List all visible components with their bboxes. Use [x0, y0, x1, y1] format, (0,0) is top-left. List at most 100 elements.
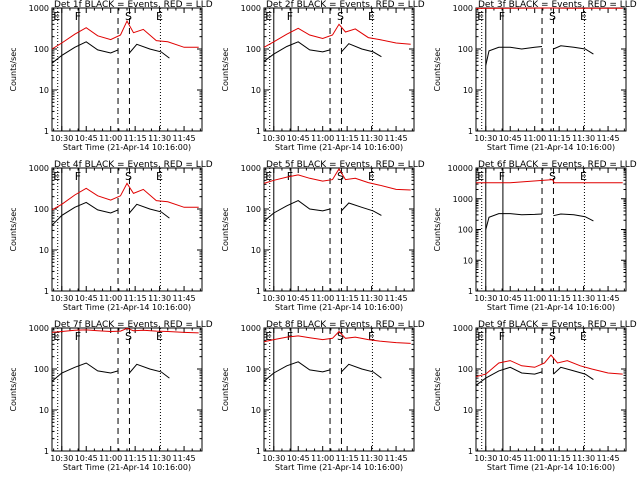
series-line: [51, 201, 119, 226]
event-marker-label: E: [53, 170, 60, 183]
y-tick-label: 1: [468, 287, 473, 296]
event-marker-label: E: [265, 170, 272, 183]
x-tick-label: 11:45: [173, 134, 196, 143]
event-marker-label: E: [580, 170, 587, 183]
event-marker-label: E: [580, 330, 587, 343]
plot-title: Det 5f BLACK = Events, RED = LLD: [266, 160, 425, 170]
x-tick-label: 10:45: [75, 454, 98, 463]
x-tick-label: 10:30: [50, 454, 73, 463]
series-line: [263, 167, 411, 191]
y-tick-label: 1: [44, 447, 49, 456]
x-tick-label: 11:00: [99, 134, 122, 143]
event-marker-label: F: [499, 10, 505, 23]
y-axis-label: Counts/sec: [433, 207, 442, 251]
plot-frame: [475, 327, 627, 452]
x-tick-label: 11:30: [360, 134, 383, 143]
event-marker-label: E: [580, 10, 587, 23]
series-line: [553, 366, 594, 381]
y-tick-label: 1000: [453, 4, 473, 13]
event-marker-label: S: [549, 330, 556, 343]
x-tick-label: 10:45: [499, 294, 522, 303]
y-axis-label: Counts/sec: [433, 47, 442, 91]
event-marker-label: E: [156, 330, 163, 343]
x-tick-label: 11:00: [311, 134, 334, 143]
x-axis-label: Start Time (21-Apr-14 10:16:00): [275, 303, 403, 312]
series-line: [553, 213, 594, 222]
series-line: [476, 179, 623, 184]
y-tick-label: 100: [246, 45, 261, 54]
y-tick-label: 10: [463, 406, 473, 415]
x-tick-label: 11:45: [173, 454, 196, 463]
x-tick-label: 11:15: [336, 454, 359, 463]
x-axis-label: Start Time (21-Apr-14 10:16:00): [275, 463, 403, 472]
y-axis-label: Counts/sec: [433, 367, 442, 411]
plot-det-3: Det 3f BLACK = Events, RED = LLD 1 10 100 10…: [433, 0, 637, 152]
x-tick-label: 11:30: [360, 454, 383, 463]
x-tick-label: 11:00: [311, 294, 334, 303]
x-tick-label: 11:30: [148, 134, 171, 143]
y-tick-label: 100: [246, 205, 261, 214]
y-axis-label: Counts/sec: [221, 367, 230, 411]
x-tick-label: 10:30: [474, 454, 497, 463]
event-marker-label: F: [287, 10, 293, 23]
plot-frame: [263, 167, 415, 292]
plot-title: Det 7f BLACK = Events, RED = LLD: [54, 320, 213, 330]
x-axis-label: Start Time (21-Apr-14 10:16:00): [63, 303, 191, 312]
plot-det-5: Det 5f BLACK = Events, RED = LLD 1 10 100 10…: [221, 160, 425, 312]
x-tick-label: 11:15: [124, 294, 147, 303]
y-tick-label: 100: [34, 45, 49, 54]
series-line: [475, 366, 543, 386]
y-axis-label: Counts/sec: [9, 207, 18, 251]
y-tick-label: 1000: [453, 324, 473, 333]
x-axis-label: Start Time (21-Apr-14 10:16:00): [487, 143, 615, 152]
series-line: [341, 43, 382, 58]
series-line: [341, 363, 382, 379]
x-tick-label: 11:15: [548, 294, 571, 303]
x-tick-label: 11:00: [311, 454, 334, 463]
event-marker-label: E: [368, 330, 375, 343]
x-tick-label: 10:45: [75, 134, 98, 143]
x-tick-label: 11:30: [148, 294, 171, 303]
x-tick-label: 11:30: [572, 454, 595, 463]
y-tick-label: 1000: [241, 4, 261, 13]
series-line: [51, 20, 199, 50]
event-marker-label: S: [125, 10, 132, 23]
event-marker-label: S: [337, 330, 344, 343]
event-marker-label: S: [125, 170, 132, 183]
event-marker-label: F: [499, 330, 505, 343]
x-tick-label: 10:30: [474, 294, 497, 303]
y-tick-label: 10000: [448, 164, 473, 173]
x-tick-label: 11:15: [124, 454, 147, 463]
series-line: [51, 327, 199, 334]
y-tick-label: 10: [463, 256, 473, 265]
y-tick-label: 1000: [241, 324, 261, 333]
event-marker-label: E: [477, 10, 484, 23]
y-tick-label: 100: [34, 365, 49, 374]
x-tick-label: 11:15: [336, 294, 359, 303]
event-marker-label: F: [499, 170, 505, 183]
y-tick-label: 10: [39, 246, 49, 255]
y-tick-label: 1: [256, 127, 261, 136]
event-marker-label: E: [368, 170, 375, 183]
x-tick-label: 11:15: [124, 134, 147, 143]
x-tick-label: 11:45: [385, 134, 408, 143]
event-marker-label: F: [75, 170, 81, 183]
event-marker-label: E: [477, 330, 484, 343]
series-line: [129, 203, 170, 219]
y-tick-label: 1: [44, 127, 49, 136]
x-tick-label: 10:45: [287, 454, 310, 463]
x-tick-label: 11:45: [173, 294, 196, 303]
x-tick-label: 11:45: [597, 134, 620, 143]
x-tick-label: 10:45: [499, 454, 522, 463]
x-tick-label: 11:45: [597, 454, 620, 463]
y-tick-label: 10: [251, 86, 261, 95]
y-tick-label: 100: [34, 205, 49, 214]
series-line: [263, 200, 331, 222]
x-tick-label: 11:45: [385, 294, 408, 303]
x-tick-label: 11:00: [523, 294, 546, 303]
series-line: [51, 41, 119, 64]
y-tick-label: 100: [246, 365, 261, 374]
y-tick-label: 10: [251, 406, 261, 415]
plot-frame: [51, 327, 203, 452]
plot-frame: [51, 167, 203, 292]
